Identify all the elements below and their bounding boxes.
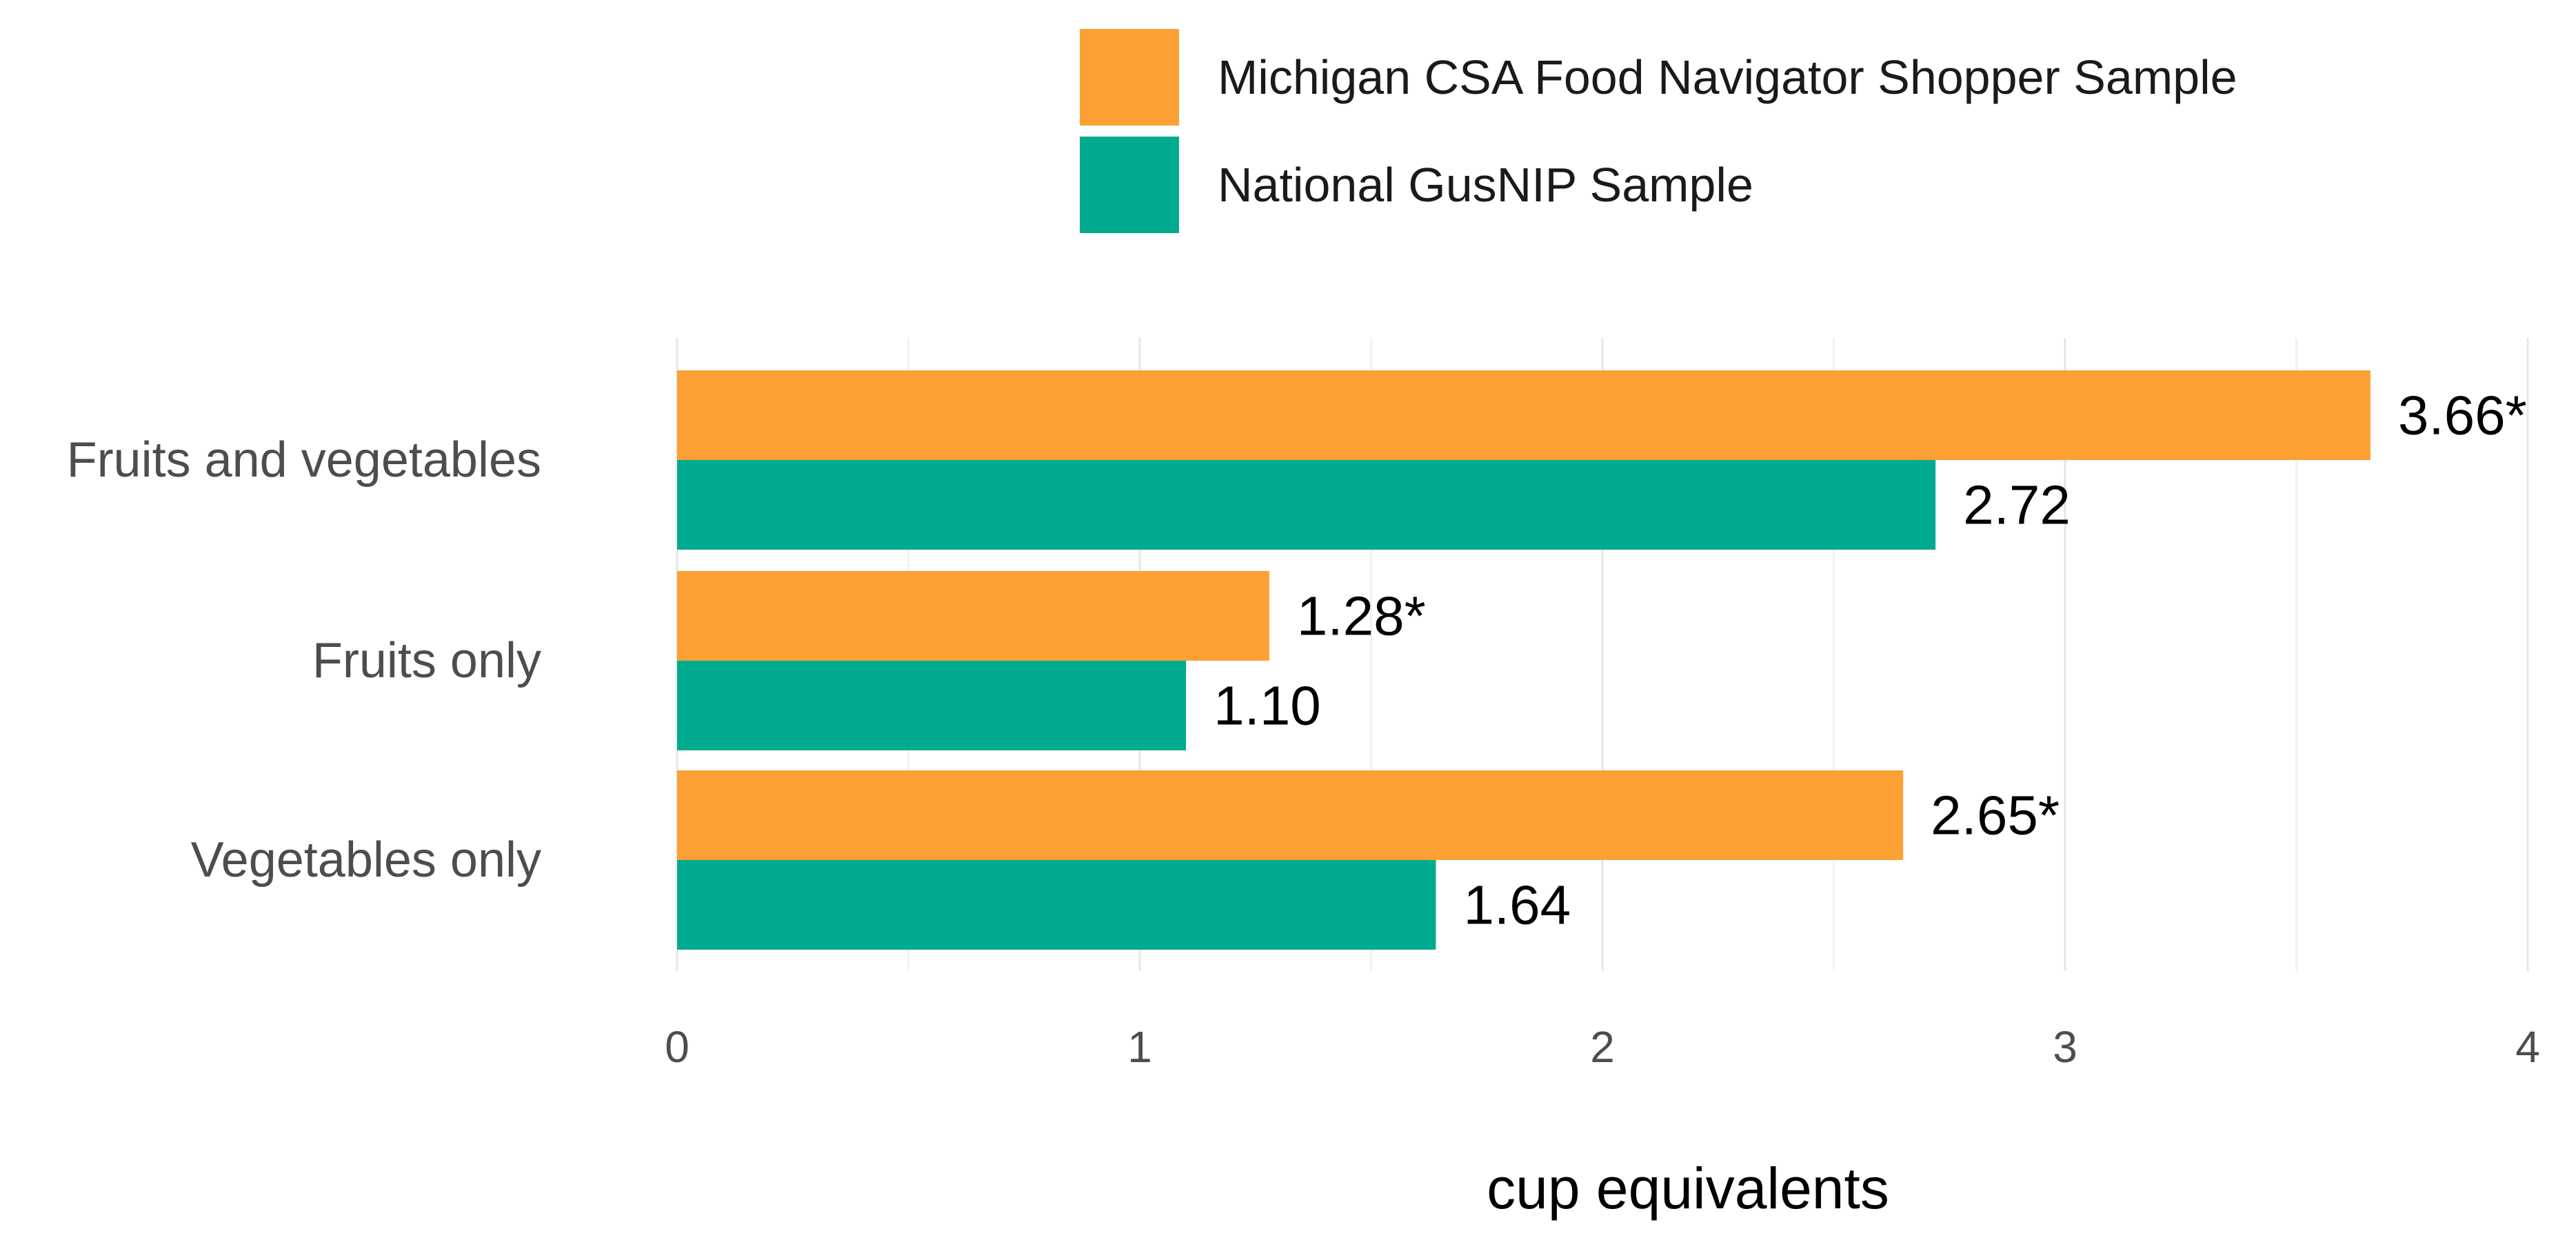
bar <box>677 770 1904 860</box>
bar-value-label: 1.64 <box>1463 875 1571 936</box>
bar <box>677 661 1187 750</box>
category-label: Vegetables only <box>191 832 541 888</box>
legend-swatch <box>1080 137 1179 233</box>
category-label: Fruits only <box>312 633 541 688</box>
x-tick-label: 4 <box>2515 1022 2540 1072</box>
x-tick-label: 3 <box>2053 1022 2077 1072</box>
x-axis-title: cup equivalents <box>1487 1156 1889 1221</box>
bar <box>677 860 1436 950</box>
x-tick-label: 1 <box>1127 1022 1152 1072</box>
legend-label: National GusNIP Sample <box>1218 158 1753 212</box>
bar-value-label: 3.66* <box>2398 385 2527 446</box>
value-labels: 3.66* 2.72 1.28* 1.10 2.65* 1.64 <box>1214 385 2527 936</box>
bar <box>677 460 1936 550</box>
category-label: Fruits and vegetables <box>67 432 541 488</box>
x-tick-label: 2 <box>1590 1022 1615 1072</box>
legend: Michigan CSA Food Navigator Shopper Samp… <box>1080 29 2237 233</box>
x-tick-label: 0 <box>665 1022 690 1072</box>
bar-value-label: 2.65* <box>1931 785 2060 846</box>
bar-value-label: 1.10 <box>1214 675 1321 737</box>
bar <box>677 571 1269 661</box>
bar-value-label: 1.28* <box>1297 586 1426 647</box>
bars <box>677 370 2371 950</box>
x-tick-labels: 0 1 2 3 4 <box>665 1022 2540 1072</box>
bar <box>677 370 2371 460</box>
legend-swatch <box>1080 29 1179 126</box>
bar-value-label: 2.72 <box>1963 474 2071 536</box>
legend-label: Michigan CSA Food Navigator Shopper Samp… <box>1218 50 2237 104</box>
category-labels: Fruits and vegetables Fruits only Vegetabl… <box>67 432 541 888</box>
